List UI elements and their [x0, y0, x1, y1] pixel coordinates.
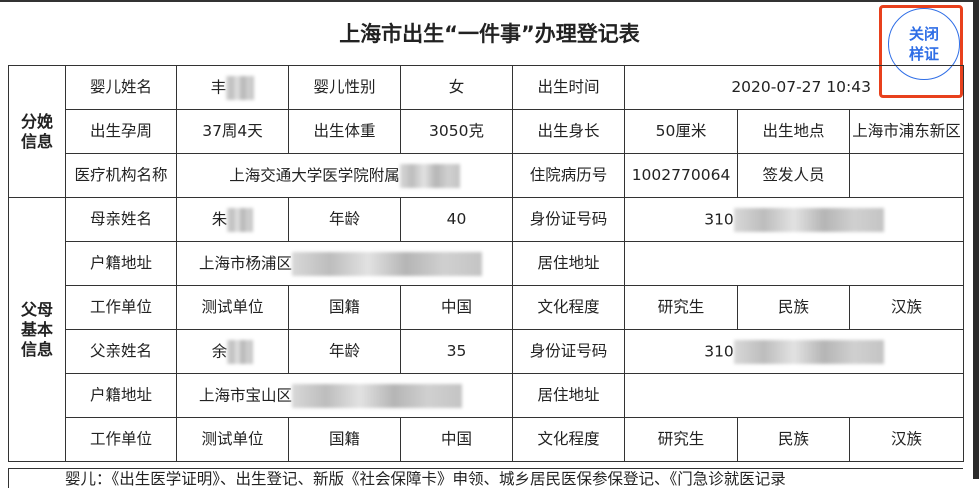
weight: 3050克 [400, 109, 513, 154]
father-residence-label: 居住地址 [512, 373, 625, 418]
father-residence [624, 373, 964, 418]
close-sample-line2: 样证 [908, 45, 939, 63]
mother-residence [624, 241, 964, 286]
father-id-text: 310 [704, 342, 734, 360]
mother-name-label: 母亲姓名 [65, 197, 177, 242]
father-work-label: 工作单位 [65, 417, 177, 462]
redacted-blur [733, 339, 884, 364]
mother-residence-label: 居住地址 [512, 241, 625, 286]
redacted-blur [733, 207, 884, 232]
mother-hukou: 上海市杨浦区 [176, 241, 513, 286]
mother-nationality: 中国 [400, 285, 513, 330]
father-hukou-label: 户籍地址 [65, 373, 177, 418]
father-age-label: 年龄 [288, 329, 401, 374]
mother-id: 310 [624, 197, 964, 242]
mother-education-label: 文化程度 [512, 285, 625, 330]
redacted-blur [227, 339, 254, 364]
page-title: 上海市出生“一件事”办理登记表 [339, 22, 640, 46]
father-nationality-label: 国籍 [288, 417, 401, 462]
mother-ethnicity-label: 民族 [737, 285, 850, 330]
mother-hukou-text: 上海市杨浦区 [199, 254, 293, 272]
record-no: 1002770064 [624, 153, 738, 198]
father-age: 35 [400, 329, 513, 374]
father-hukou-text: 上海市宝山区 [199, 386, 293, 404]
mother-age-label: 年龄 [288, 197, 401, 242]
mother-ethnicity: 汉族 [849, 285, 964, 330]
father-name-label: 父亲姓名 [65, 329, 177, 374]
father-id: 310 [624, 329, 964, 374]
baby-gender-label: 婴儿性别 [288, 65, 401, 110]
issuer-label: 签发人员 [737, 153, 850, 198]
close-sample-line1: 关闭 [908, 25, 939, 43]
baby-gender: 女 [400, 65, 513, 110]
father-ethnicity: 汉族 [849, 417, 964, 462]
length-label: 出生身长 [512, 109, 625, 154]
mother-hukou-label: 户籍地址 [65, 241, 177, 286]
mother-name-text: 朱 [211, 210, 228, 228]
baby-name-label: 婴儿姓名 [65, 65, 177, 110]
gestation: 37周4天 [176, 109, 289, 154]
father-hukou: 上海市宝山区 [176, 373, 513, 418]
registration-table: 分娩信息 婴儿姓名 丰 婴儿性别 女 出生时间 2020-07-27 10:43… [8, 65, 964, 462]
gestation-label: 出生孕周 [65, 109, 177, 154]
issuer [849, 153, 964, 198]
mother-id-text: 310 [704, 210, 734, 228]
weight-label: 出生体重 [288, 109, 401, 154]
hospital-label: 医疗机构名称 [65, 153, 177, 198]
footer-note: 婴儿：《出生医学证明》、出生登记、新版《社会保障卡》申领、城乡居民医保参保登记、… [8, 468, 963, 488]
hospital-text: 上海交通大学医学院附属 [229, 166, 400, 184]
father-work: 测试单位 [176, 417, 289, 462]
baby-name: 丰 [176, 65, 289, 110]
mother-id-label: 身份证号码 [512, 197, 625, 242]
birthplace: 上海市浦东新区 [849, 109, 964, 154]
redacted-blur [226, 75, 255, 100]
father-nationality: 中国 [400, 417, 513, 462]
hospital: 上海交通大学医学院附属 [176, 153, 513, 198]
mother-age: 40 [400, 197, 513, 242]
father-name: 余 [176, 329, 289, 374]
father-id-label: 身份证号码 [512, 329, 625, 374]
mother-work: 测试单位 [176, 285, 289, 330]
mother-nationality-label: 国籍 [288, 285, 401, 330]
mother-education: 研究生 [624, 285, 738, 330]
birth-time-label: 出生时间 [512, 65, 625, 110]
baby-name-text: 丰 [210, 78, 227, 96]
father-ethnicity-label: 民族 [737, 417, 850, 462]
father-education: 研究生 [624, 417, 738, 462]
mother-work-label: 工作单位 [65, 285, 177, 330]
father-education-label: 文化程度 [512, 417, 625, 462]
redacted-blur [227, 207, 254, 232]
section-delivery: 分娩信息 [8, 65, 66, 198]
redacted-blur [399, 163, 460, 188]
father-name-text: 余 [211, 342, 228, 360]
redacted-blur [292, 251, 483, 276]
length: 50厘米 [624, 109, 738, 154]
redacted-blur [292, 383, 463, 408]
birth-time: 2020-07-27 10:43 [624, 65, 964, 110]
mother-name: 朱 [176, 197, 289, 242]
window-border-right [973, 0, 979, 479]
record-no-label: 住院病历号 [512, 153, 625, 198]
window-border-top [0, 0, 979, 2]
section-parents: 父母基本信息 [8, 197, 66, 462]
birthplace-label: 出生地点 [737, 109, 850, 154]
